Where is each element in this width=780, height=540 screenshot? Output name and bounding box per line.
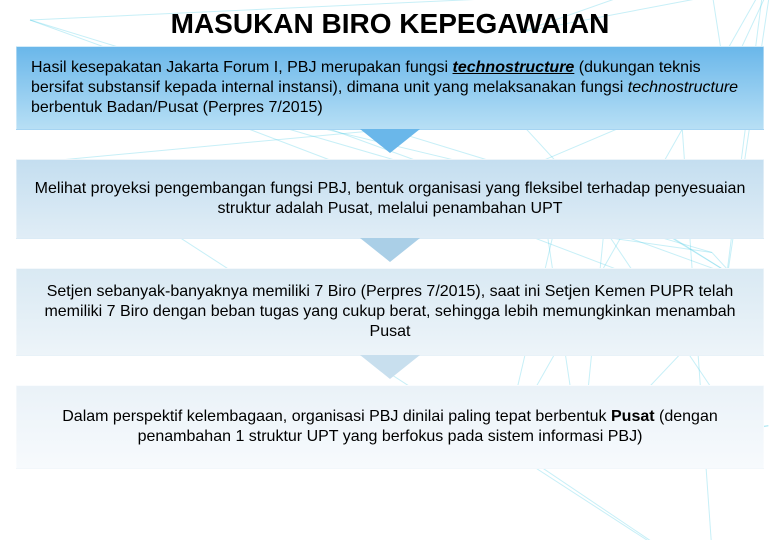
page-title: MASUKAN BIRO KEPEGAWAIAN <box>0 0 780 46</box>
flow-container: Hasil kesepakatan Jakarta Forum I, PBJ m… <box>0 46 780 469</box>
flow-arrow-2 <box>360 238 420 262</box>
flow-arrow-3 <box>360 355 420 379</box>
flow-box-text-2: Melihat proyeksi pengembangan fungsi PBJ… <box>31 179 749 219</box>
flow-box-3: Setjen sebanyak-banyaknya memiliki 7 Bir… <box>16 268 764 356</box>
flow-box-2: Melihat proyeksi pengembangan fungsi PBJ… <box>16 159 764 239</box>
flow-box-text-3: Setjen sebanyak-banyaknya memiliki 7 Bir… <box>31 282 749 342</box>
flow-arrow-1 <box>360 129 420 153</box>
flow-box-4: Dalam perspektif kelembagaan, organisasi… <box>16 385 764 469</box>
flow-box-text-1: Hasil kesepakatan Jakarta Forum I, PBJ m… <box>31 58 749 118</box>
flow-box-text-4: Dalam perspektif kelembagaan, organisasi… <box>31 407 749 447</box>
flow-box-1: Hasil kesepakatan Jakarta Forum I, PBJ m… <box>16 46 764 130</box>
